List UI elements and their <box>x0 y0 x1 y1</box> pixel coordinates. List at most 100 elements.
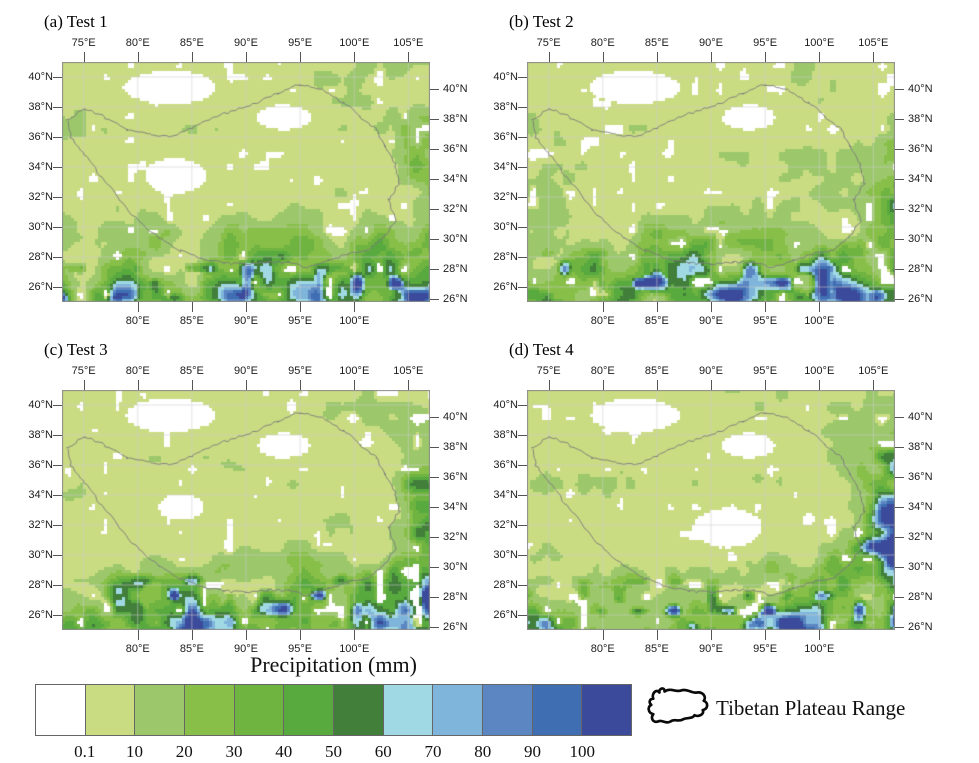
panel-c-right-tick-label: 26°N <box>443 621 468 633</box>
panel-a-top-tick-mark <box>246 52 247 62</box>
panel-b-bottom-tick-label: 90°E <box>699 315 723 327</box>
panel-d-top-tick-mark <box>711 380 712 390</box>
panel-a-top-tick-mark <box>83 52 85 62</box>
panel-b-bottom-tick-mark <box>819 302 821 312</box>
panel-d-left-tick-mark <box>518 435 527 436</box>
panel-b-left-tick-label: 32°N <box>493 191 518 203</box>
colorbar-cell-0 <box>36 685 85 735</box>
panel-d-left-tick-label: 40°N <box>493 399 518 411</box>
panel-b-left-tick-mark <box>518 257 527 258</box>
panel-b-right-tick-mark <box>895 179 904 180</box>
panel-b-top-tick-mark <box>873 52 875 62</box>
panel-b-right-tick-label: 26°N <box>908 293 933 305</box>
colorbar-cell-4 <box>233 685 284 735</box>
panel-d-top-tick-label: 75°E <box>536 365 561 377</box>
panel-c-right-tick-mark <box>430 477 439 478</box>
panel-c-top-tick-label: 75°E <box>71 365 96 377</box>
colorbar-cell-9 <box>482 685 532 735</box>
panel-a-bottom-tick-mark <box>191 302 193 312</box>
panel-a-top-tick-label: 85°E <box>179 37 204 49</box>
panel-a-right-tick-mark <box>430 179 439 180</box>
panel-c-top-tick-label: 100°E <box>339 365 370 377</box>
panel-c-right-tick-label: 30°N <box>443 561 468 573</box>
colorbar-tick-label: 100 <box>569 742 596 761</box>
panel-a-left-tick-mark <box>53 257 62 258</box>
panel-a-top-tick-label: 100°E <box>339 37 370 49</box>
panel-a-top-tick-mark <box>408 52 410 62</box>
panel-b-bottom-tick-mark <box>711 302 712 312</box>
panel-b-bottom-tick-label: 100°E <box>804 315 835 327</box>
panel-d-top-tick-label: 95°E <box>753 365 778 377</box>
colorbar-cell-7 <box>382 685 433 735</box>
colorbar-cell-3 <box>184 685 234 735</box>
panel-c-left-tick-label: 30°N <box>28 549 53 561</box>
panel-d-right-tick-label: 38°N <box>908 441 933 453</box>
panel-a-right-tick-label: 38°N <box>443 113 468 125</box>
panel-b-top-tick-mark <box>819 52 821 62</box>
colorbar-tick-label: 70 <box>424 742 442 761</box>
panel-c-title: (c) Test 3 <box>44 340 108 359</box>
panel-d-bottom-tick-mark <box>819 630 821 640</box>
tibetan-plateau-outline-svg <box>647 687 709 724</box>
panel-b-right-tick-label: 30°N <box>908 233 933 245</box>
panel-a-left-tick-mark <box>53 167 62 168</box>
panel-b-top-tick-label: 80°E <box>590 37 615 49</box>
colorbar-tick-label: 30 <box>225 742 243 761</box>
colorbar-cell-8 <box>432 685 483 735</box>
panel-c-bottom-tick-label: 85°E <box>179 643 204 655</box>
panel-a-top-tick-mark <box>137 52 139 62</box>
panel-c-left-tick-label: 40°N <box>28 399 53 411</box>
panel-d-right-tick-mark <box>895 417 904 418</box>
panel-c-left-tick-mark <box>53 435 62 436</box>
panel-b-top-tick-label: 105°E <box>858 37 889 49</box>
panel-c-top-tick-mark <box>354 380 356 390</box>
colorbar-cell-5 <box>283 685 334 735</box>
panel-d-left-tick-label: 34°N <box>493 489 518 501</box>
panel-a-left-tick-label: 26°N <box>28 281 53 293</box>
panel-b-title: (b) Test 2 <box>509 12 574 31</box>
panel-d-right-tick-label: 36°N <box>908 471 933 483</box>
colorbar-tick-label: 90 <box>524 742 541 761</box>
panel-d-bottom-tick-mark <box>711 630 712 640</box>
panel-a-top-tick-mark <box>354 52 356 62</box>
panel-c-left-tick-mark <box>53 495 62 496</box>
panel-a-right-tick-label: 34°N <box>443 173 468 185</box>
panel-c-right-tick-mark <box>430 447 439 448</box>
colorbar-tick-label: 10 <box>126 742 143 761</box>
panel-c-left-tick-mark <box>53 585 62 586</box>
panel-a-title: (a) Test 1 <box>44 12 108 31</box>
panel-a-left-tick-mark <box>53 197 62 198</box>
panel-d-right-tick-mark <box>895 537 904 538</box>
panel-c-right-tick-label: 38°N <box>443 441 468 453</box>
panel-b-left-tick-mark <box>518 107 527 108</box>
panel-c-right-tick-mark <box>430 597 439 598</box>
panel-d-top-tick-label: 100°E <box>804 365 835 377</box>
colorbar-tick-label: 50 <box>325 742 342 761</box>
panel-d-top-tick-label: 80°E <box>590 365 615 377</box>
panel-c-top-tick-mark <box>300 380 302 390</box>
panel-d-left-tick-label: 30°N <box>493 549 518 561</box>
panel-b-right-tick-mark <box>895 299 904 300</box>
panel-d-right-tick-mark <box>895 567 904 568</box>
panel-c-left-tick-mark <box>53 405 62 406</box>
panel-b-left-tick-label: 40°N <box>493 71 518 83</box>
panel-c-right-tick-label: 32°N <box>443 531 468 543</box>
panel-c-top-tick-label: 85°E <box>179 365 204 377</box>
panel-a-right-tick-mark <box>430 119 439 120</box>
colorbar-cell-10 <box>531 685 582 735</box>
panel-c-left-tick-label: 38°N <box>28 429 53 441</box>
panel-a-left-tick-label: 32°N <box>28 191 53 203</box>
panel-b-top-tick-label: 90°E <box>699 37 723 49</box>
panel-b-map-canvas <box>527 62 895 302</box>
panel-c-top-tick-mark <box>191 380 193 390</box>
panel-d-right-tick-mark <box>895 477 904 478</box>
panel-a-right-tick-label: 28°N <box>443 263 468 275</box>
panel-c-bottom-tick-mark <box>191 630 193 640</box>
panel-c-left-tick-mark <box>53 465 62 466</box>
panel-a-right-tick-mark <box>430 239 439 240</box>
panel-b-left-tick-label: 34°N <box>493 161 518 173</box>
panel-b-bottom-tick-label: 85°E <box>644 315 669 327</box>
panel-d-right-tick-label: 34°N <box>908 501 933 513</box>
panel-a-bottom-tick-mark <box>300 302 302 312</box>
panel-b-left-tick-mark <box>518 227 527 228</box>
